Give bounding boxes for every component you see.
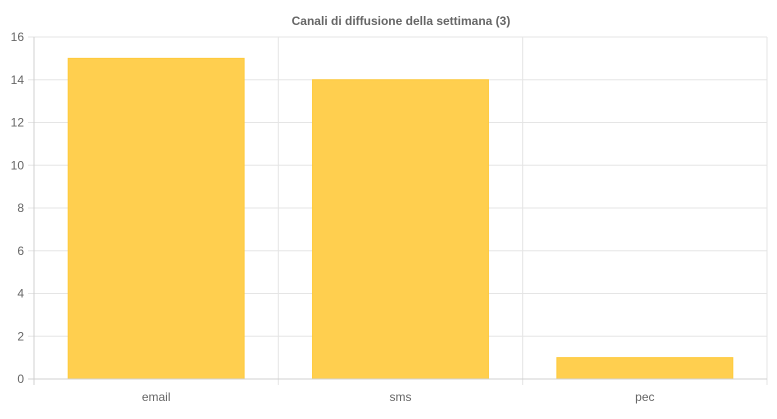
y-tick-label: 10 — [11, 158, 25, 172]
x-tick-label: sms — [390, 390, 412, 404]
y-tick-label: 8 — [17, 201, 24, 215]
bar-sms[interactable] — [312, 79, 489, 380]
y-tick-label: 2 — [17, 329, 24, 343]
x-tick-label: email — [142, 390, 171, 404]
y-tick-label: 16 — [11, 30, 25, 44]
y-tick-label: 4 — [17, 287, 24, 301]
tick-labels: 0 2 4 6 8 10 12 14 16 email sms pec — [11, 30, 655, 404]
y-tick-label: 0 — [17, 372, 24, 386]
chart-title: Canali di diffusione della settimana (3) — [292, 14, 511, 28]
bar-pec[interactable] — [556, 357, 734, 380]
y-tick-label: 6 — [17, 244, 24, 258]
y-tick-label: 14 — [11, 73, 25, 87]
bars — [67, 57, 734, 380]
y-tick-label: 12 — [11, 116, 25, 130]
bar-email[interactable] — [67, 57, 245, 380]
x-tick-label: pec — [635, 390, 654, 404]
